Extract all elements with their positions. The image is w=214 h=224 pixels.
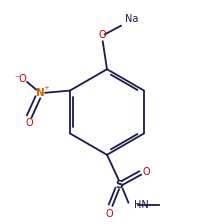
Text: N: N <box>36 88 44 98</box>
Text: HN: HN <box>134 200 149 210</box>
Text: Na: Na <box>125 14 139 24</box>
Text: O: O <box>25 118 33 128</box>
Text: ⁻O: ⁻O <box>14 74 27 84</box>
Text: S: S <box>115 180 123 190</box>
Text: O: O <box>105 209 113 219</box>
Text: +: + <box>43 85 49 91</box>
Text: O: O <box>99 30 107 40</box>
Text: O: O <box>143 167 150 177</box>
